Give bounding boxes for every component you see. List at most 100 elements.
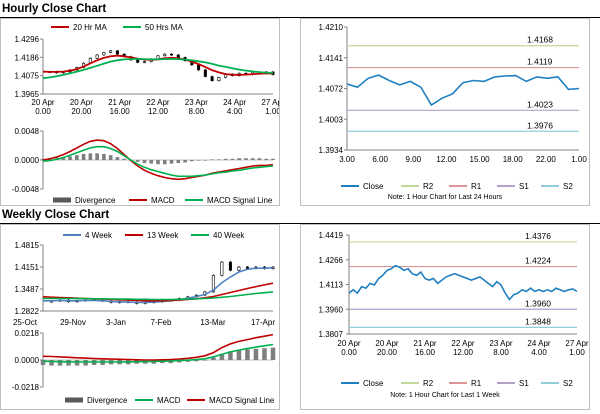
weekly-40-week-line	[43, 291, 274, 301]
hourly-macd-divergence-bar	[108, 155, 113, 160]
weekly-price-y-tick-label: 1.2822	[15, 307, 40, 316]
hourly-50hr-ma-line	[42, 57, 274, 80]
weekly-close-close-line	[348, 264, 578, 301]
weekly-macd-y-tick-label: 0.0218	[15, 329, 40, 338]
hourly-price-candle	[217, 77, 221, 82]
weekly-close-x-tick-label: 16.00	[415, 348, 436, 357]
weekly-macd-divergence-bar	[40, 360, 46, 365]
hourly-macd-y-tick-label: 0.0000	[15, 156, 40, 165]
hourly-price-chart: 20 Hr MA 50 Hrs MA 1.4296 1.4186 1.4075 1.396…	[12, 23, 285, 205]
hourly-macd-divergence-bar	[88, 153, 93, 160]
weekly-price-candle	[211, 275, 215, 293]
weekly-macd-legend-signal-label: MACD Signal Line	[209, 396, 275, 405]
hourly-close-x-tick-label: 22.00	[536, 155, 557, 164]
weekly-close-level-r1-label: 1.4224	[525, 256, 551, 266]
hourly-macd-divergence-bar	[217, 159, 221, 160]
weekly-close-y-tick-label: 1.4266	[319, 256, 344, 265]
hourly-macd-divergence-bar	[183, 160, 187, 163]
hourly-macd-divergence-bar	[176, 160, 181, 164]
hourly-macd-y-tick-label: -0.0048	[12, 185, 40, 194]
hourly-close-y-tick-label: 1.4210	[319, 23, 344, 32]
weekly-close-x-tick-label: 12.00	[453, 348, 474, 357]
weekly-close-y-tick-label: 1.3960	[319, 305, 344, 314]
weekly-macd-divergence-bar	[270, 347, 276, 360]
weekly-price-candle	[228, 261, 232, 271]
hourly-close-y-tick-label: 1.3934	[319, 146, 344, 155]
hourly-macd-legend-signal-label: MACD Signal Line	[207, 196, 273, 205]
hourly-price-x-tick-label: 1.00	[265, 107, 279, 116]
weekly-macd-legend-divergence-label: Divergence	[87, 396, 128, 405]
hourly-close-x-tick-label: 12.00	[436, 155, 457, 164]
hourly-price-candle	[95, 54, 99, 59]
hourly-close-legend-r2-label: R2	[423, 182, 434, 191]
weekly-macd-divergence-bar	[219, 353, 225, 360]
weekly-price-x-tick-label: 25-Oct	[13, 318, 38, 327]
weekly-section-title: Weekly Close Chart	[2, 209, 110, 221]
hourly-price-x-tick-label: 27 Apr	[261, 98, 279, 107]
hourly-macd-divergence-bar	[190, 160, 194, 162]
hourly-section-title: Hourly Close Chart	[2, 3, 107, 15]
weekly-close-level-s1-label: 1.3960	[525, 298, 551, 308]
weekly-close-x-tick-label: 22 Apr	[451, 339, 474, 348]
weekly-close-note: Note: 1 Hour Chart for Last 1 Week	[390, 392, 500, 399]
hourly-macd-legend-divergence-label: Divergence	[75, 196, 116, 205]
hourly-macd-divergence-bar	[102, 153, 106, 160]
weekly-macd-divergence-bar	[57, 360, 63, 366]
hourly-macd-divergence-bar	[196, 160, 201, 161]
hourly-close-x-tick-label: 15.00	[470, 155, 491, 164]
hourly-macd-divergence-bar	[122, 158, 126, 160]
hourly-price-y-tick-label: 1.4186	[15, 53, 40, 62]
weekly-macd-divergence-bar	[66, 360, 71, 366]
weekly-close-x-tick-label: 20 Apr	[337, 339, 360, 348]
hourly-price-candle	[170, 53, 174, 56]
hourly-price-candle	[136, 59, 140, 63]
hourly-price-y-tick-label: 1.4296	[15, 35, 40, 44]
hourly-price-x-tick-label: 20 Apr	[70, 98, 93, 107]
hourly-price-x-tick-label: 12.00	[148, 107, 169, 116]
weekly-macd-legend-macd-label: MACD	[157, 396, 181, 405]
hourly-macd-divergence-bar	[244, 158, 248, 160]
hourly-macd-divergence-bar	[156, 160, 160, 165]
hourly-price-candle	[176, 54, 180, 58]
weekly-close-x-tick-label: 24 Apr	[527, 339, 550, 348]
hourly-price-x-tick-label: 0.00	[35, 107, 51, 116]
weekly-price-panel: 4 Week 13 Week 40 Week 1.4815 1.4151 1.3487 1.…	[0, 224, 280, 410]
hourly-price-x-tick-label: 21 Apr	[108, 98, 131, 107]
weekly-macd-divergence-bar	[245, 349, 250, 360]
hourly-macd-divergence-bar	[61, 156, 66, 160]
weekly-4-week-line	[43, 266, 274, 304]
weekly-close-y-tick-label: 1.4113	[319, 281, 343, 290]
weekly-macd-y-tick-label: -0.0218	[12, 383, 40, 392]
hourly-section-divider	[0, 17, 600, 18]
hourly-price-y-tick-label: 1.4075	[15, 72, 40, 81]
weekly-section-divider	[0, 223, 600, 224]
hourly-price-x-tick-label: 20 Apr	[31, 98, 54, 107]
weekly-close-y-tick-label: 1.4419	[319, 231, 344, 240]
hourly-price-candle	[102, 52, 106, 56]
hourly-close-legend-s2-label: S2	[563, 182, 573, 191]
hourly-close-legend-s1-label: S1	[519, 182, 529, 191]
hourly-close-level-r1-label: 1.4119	[527, 57, 553, 67]
weekly-close-level-s2-label: 1.3848	[525, 316, 551, 326]
weekly-legend-4-week-label: 4 Week	[85, 231, 113, 240]
hourly-close-level-s2-label: 1.3976	[527, 120, 553, 130]
hourly-macd-divergence-bar	[203, 160, 208, 161]
weekly-close-x-tick-label: 23 Apr	[489, 339, 512, 348]
weekly-close-x-tick-label: 27 Apr	[565, 339, 588, 348]
hourly-macd-divergence-bar	[271, 158, 275, 160]
hourly-legend-50hr-ma-label: 50 Hrs MA	[145, 23, 183, 32]
weekly-close-y-tick-label: 1.3807	[319, 330, 344, 339]
weekly-close-legend-close-label: Close	[363, 379, 384, 388]
weekly-close-x-tick-label: 0.00	[341, 348, 357, 357]
weekly-close-x-tick-label: 20 Apr	[375, 339, 398, 348]
hourly-macd-signal-line	[42, 145, 274, 178]
weekly-price-y-tick-label: 1.4815	[15, 241, 40, 250]
hourly-macd-divergence-bar	[257, 158, 262, 160]
weekly-price-y-tick-label: 1.3487	[15, 285, 40, 294]
hourly-macd-divergence-bar	[75, 155, 79, 160]
weekly-close-chart: 1.4419 1.4266 1.4113 1.3960 1.3807 1.4376 1.42…	[319, 231, 589, 399]
hourly-price-candle	[115, 50, 119, 55]
weekly-close-level-r2-label: 1.4376	[525, 231, 551, 241]
hourly-price-x-tick-label: 24 Apr	[223, 98, 246, 107]
hourly-macd-divergence-bar	[68, 156, 72, 160]
